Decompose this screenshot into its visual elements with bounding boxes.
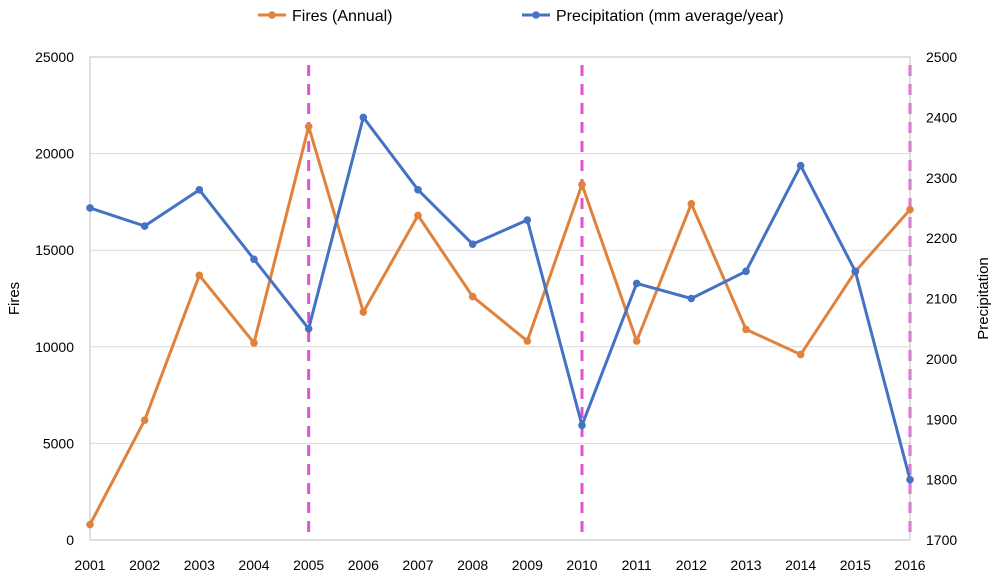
y-left-tick-label: 20000 — [35, 146, 74, 162]
y-right-tick-label: 2200 — [926, 230, 957, 246]
legend-marker-1 — [532, 11, 540, 19]
data-point — [687, 294, 696, 303]
series-line-1 — [89, 115, 912, 481]
y-left-tick-label: 10000 — [35, 339, 74, 355]
y-right-tick-label: 2300 — [926, 170, 957, 186]
data-point — [304, 324, 313, 333]
axes: 0 5000 10000 15000 20000 25000 1700 1800 1900 200… — [6, 49, 992, 573]
y-right-tick-label: 2500 — [926, 49, 957, 65]
data-point — [250, 339, 258, 347]
x-tick-label: 2006 — [348, 557, 379, 573]
series-layer — [86, 113, 914, 529]
series-line-0 — [88, 125, 912, 526]
data-point — [359, 308, 368, 316]
x-tick-label: 2015 — [840, 557, 871, 573]
x-tick-label: 2005 — [293, 557, 324, 573]
y-left-tick-label: 5000 — [43, 435, 74, 451]
x-tick-label: 2009 — [512, 557, 543, 573]
data-point — [195, 186, 204, 194]
x-tick-label: 2007 — [402, 557, 433, 573]
data-point — [523, 337, 532, 345]
data-point — [632, 337, 641, 345]
x-tick-label: 2001 — [74, 557, 105, 573]
highlight-year-markers — [307, 65, 912, 540]
data-point — [742, 325, 750, 334]
y-right-tick-label: 2100 — [926, 291, 957, 307]
x-tick-label: 2004 — [238, 557, 269, 573]
data-point — [796, 350, 805, 359]
x-tick-label: 2014 — [785, 557, 816, 573]
data-point — [86, 204, 94, 212]
x-tick-label: 2011 — [622, 557, 652, 573]
data-point — [632, 279, 641, 288]
plot-area-border — [89, 56, 911, 541]
data-point — [742, 267, 750, 276]
data-point — [468, 292, 477, 301]
x-tick-label: 2003 — [184, 557, 215, 573]
y-right-tick-label: 1800 — [926, 472, 957, 488]
y-right-axis-title: Precipitation — [975, 257, 992, 340]
legend-label-0: Fires (Annual) — [292, 8, 392, 25]
data-point — [250, 255, 258, 264]
data-point — [578, 180, 586, 189]
data-point — [86, 520, 94, 529]
x-tick-label: 2010 — [566, 557, 597, 573]
x-tick-label: 2012 — [676, 557, 707, 573]
data-point — [906, 475, 914, 484]
y-right-tick-label: 1700 — [926, 532, 957, 548]
data-point — [304, 122, 313, 131]
gridlines — [90, 56, 910, 541]
data-point — [906, 205, 914, 214]
y-left-tick-label: 0 — [66, 532, 74, 548]
legend-label-1: Precipitation (mm average/year) — [556, 8, 784, 25]
y-right-tick-label: 2000 — [926, 351, 957, 367]
data-point — [414, 211, 422, 220]
data-point — [796, 161, 805, 170]
legend-marker-0 — [268, 11, 276, 19]
x-tick-label: 2013 — [730, 557, 761, 573]
data-point — [359, 113, 368, 122]
data-point — [851, 267, 860, 276]
y-left-tick-label: 15000 — [35, 242, 74, 258]
x-tick-label: 2002 — [129, 557, 160, 573]
data-point — [140, 416, 149, 425]
data-point — [414, 186, 422, 194]
legend: Fires (Annual) Precipitation (mm average/… — [258, 8, 784, 25]
x-tick-label: 2008 — [457, 557, 488, 573]
x-tick-label: 2016 — [894, 557, 925, 573]
data-point — [523, 216, 532, 224]
data-point — [468, 240, 477, 248]
y-left-axis-title: Fires — [6, 282, 23, 315]
y-left-tick-label: 25000 — [35, 49, 74, 65]
data-point — [687, 200, 696, 208]
y-right-tick-label: 2400 — [926, 109, 957, 125]
data-point — [140, 222, 149, 230]
data-point — [195, 271, 204, 280]
data-point — [578, 421, 586, 430]
y-right-tick-label: 1900 — [926, 411, 957, 427]
